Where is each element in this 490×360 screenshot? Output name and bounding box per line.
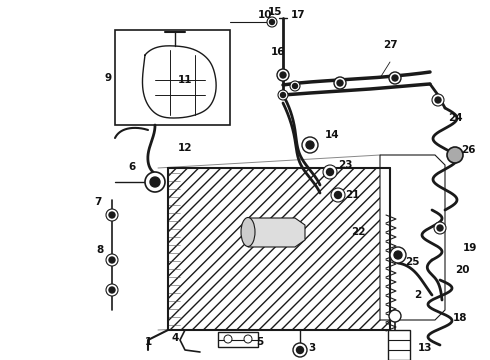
Circle shape — [270, 19, 274, 24]
Text: 13: 13 — [418, 343, 432, 353]
Bar — [218, 332, 258, 347]
Text: 25: 25 — [405, 257, 419, 267]
Circle shape — [323, 165, 337, 179]
Circle shape — [334, 77, 346, 89]
Circle shape — [224, 335, 232, 343]
Circle shape — [293, 343, 307, 357]
Text: 18: 18 — [453, 313, 467, 323]
Circle shape — [337, 80, 343, 86]
Circle shape — [435, 97, 441, 103]
Bar — [115, 30, 230, 125]
Circle shape — [293, 84, 297, 89]
Text: 16: 16 — [271, 47, 285, 57]
Circle shape — [326, 168, 334, 175]
Circle shape — [150, 177, 160, 187]
Circle shape — [109, 287, 115, 293]
Text: 9: 9 — [104, 73, 112, 83]
Text: 19: 19 — [463, 243, 477, 253]
Circle shape — [394, 251, 402, 259]
Text: 23: 23 — [338, 160, 352, 170]
Text: 3: 3 — [308, 343, 316, 353]
Text: 7: 7 — [94, 197, 102, 207]
Circle shape — [109, 257, 115, 263]
Circle shape — [280, 72, 286, 78]
Circle shape — [106, 284, 118, 296]
Text: 17: 17 — [291, 10, 305, 20]
Circle shape — [145, 172, 165, 192]
Circle shape — [306, 141, 314, 149]
Circle shape — [389, 72, 401, 84]
Circle shape — [277, 69, 289, 81]
Circle shape — [109, 212, 115, 218]
Text: 6: 6 — [128, 162, 136, 172]
Text: 24: 24 — [448, 113, 462, 123]
Polygon shape — [283, 72, 430, 95]
Circle shape — [447, 147, 463, 163]
Text: 2: 2 — [415, 290, 421, 300]
Circle shape — [335, 192, 342, 198]
Circle shape — [106, 209, 118, 221]
Text: 1: 1 — [145, 337, 151, 347]
Circle shape — [392, 75, 398, 81]
Circle shape — [432, 94, 444, 106]
Bar — [388, 330, 410, 360]
Text: 4: 4 — [172, 333, 179, 343]
Text: 20: 20 — [455, 265, 469, 275]
Circle shape — [390, 247, 406, 263]
Text: 27: 27 — [383, 40, 397, 50]
Circle shape — [106, 254, 118, 266]
Text: 12: 12 — [178, 143, 192, 153]
Polygon shape — [380, 155, 445, 320]
Polygon shape — [248, 218, 305, 247]
Circle shape — [389, 310, 401, 322]
Circle shape — [296, 346, 303, 354]
Text: 14: 14 — [325, 130, 339, 140]
Text: 15: 15 — [268, 7, 282, 17]
Circle shape — [302, 137, 318, 153]
Circle shape — [437, 225, 443, 231]
Circle shape — [267, 17, 277, 27]
Text: 10: 10 — [258, 10, 272, 20]
Circle shape — [278, 90, 288, 100]
Text: 5: 5 — [256, 337, 264, 347]
Text: 21: 21 — [345, 190, 359, 200]
Ellipse shape — [241, 217, 255, 247]
Text: 26: 26 — [461, 145, 475, 155]
Bar — [168, 168, 390, 330]
Text: 22: 22 — [351, 227, 365, 237]
Circle shape — [434, 222, 446, 234]
Text: 11: 11 — [178, 75, 192, 85]
Circle shape — [244, 335, 252, 343]
Text: 8: 8 — [97, 245, 103, 255]
Circle shape — [280, 93, 286, 98]
Circle shape — [290, 81, 300, 91]
Circle shape — [331, 188, 345, 202]
